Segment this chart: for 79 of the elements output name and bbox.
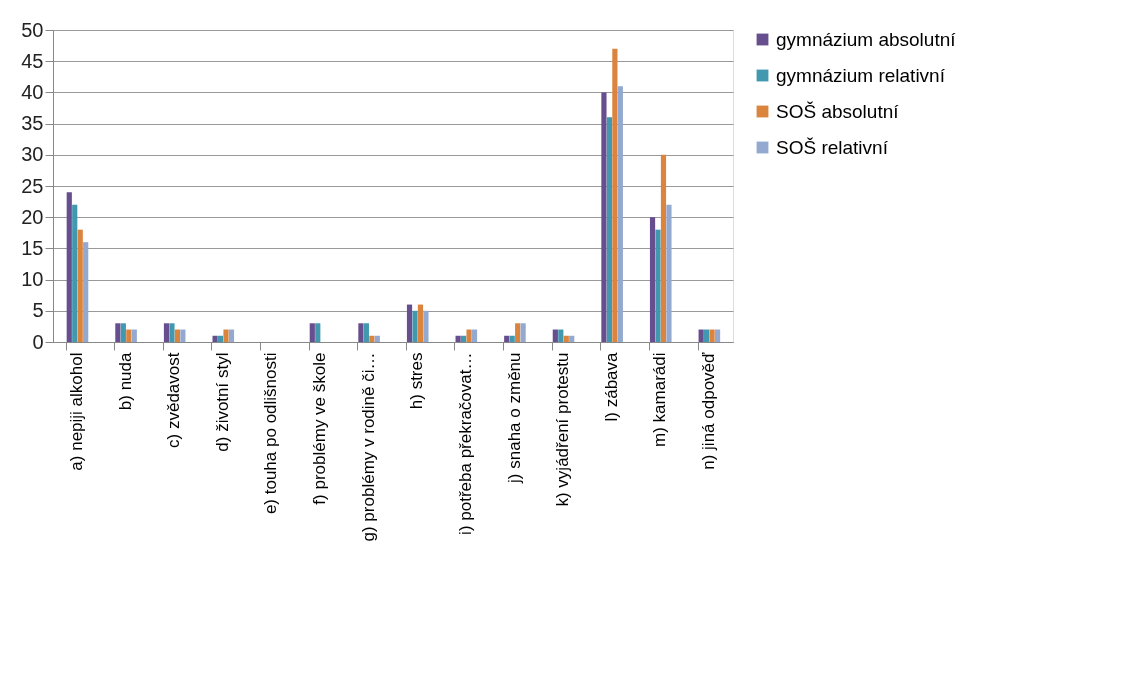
bar <box>228 329 235 342</box>
bar <box>515 323 521 342</box>
bar <box>704 329 710 342</box>
x-tick-label: e) touha po odlišnosti <box>261 352 281 515</box>
x-tick-label: c) zvědavost <box>164 352 184 448</box>
y-tick-label: 0 <box>32 330 44 353</box>
legend-label: SOŠ relativní <box>776 136 889 158</box>
bar <box>174 329 181 342</box>
bar <box>217 335 224 342</box>
bar <box>315 323 321 342</box>
x-tick-label: i) potřeba překračovat… <box>455 352 475 535</box>
bar <box>666 204 672 342</box>
y-tick-label: 10 <box>21 268 44 291</box>
bar <box>83 242 89 342</box>
bar <box>72 204 78 342</box>
bar <box>169 323 175 342</box>
x-tick-label: k) vyjádření protestu <box>553 352 573 507</box>
bar <box>115 323 121 342</box>
x-tick-label: m) kamarádi <box>650 352 670 447</box>
bar <box>612 48 618 342</box>
bar <box>569 335 575 342</box>
bar <box>617 86 623 342</box>
y-tick-label: 40 <box>21 80 44 103</box>
bar <box>558 329 564 342</box>
y-tick-label: 20 <box>21 205 44 228</box>
bar <box>606 117 612 342</box>
bar <box>363 323 369 342</box>
bar <box>66 192 72 342</box>
x-tick-label: f) problémy ve škole <box>310 352 330 505</box>
bar <box>374 335 380 342</box>
bar <box>714 329 721 342</box>
y-tick-label: 5 <box>32 299 44 322</box>
x-tick-label: j) snaha o změnu <box>504 352 524 484</box>
x-tick-label: g) problémy v rodině či… <box>358 352 378 542</box>
bar <box>120 323 126 342</box>
bar <box>520 323 526 342</box>
bar <box>309 323 315 342</box>
legend-label: SOŠ absolutní <box>776 100 900 122</box>
bar <box>509 335 515 342</box>
bar <box>180 329 186 342</box>
x-tick-label: a) nepiji alkohol <box>67 352 87 471</box>
bar <box>655 229 661 342</box>
y-tick-label: 30 <box>21 143 44 166</box>
y-tick-label: 25 <box>21 174 44 197</box>
bar <box>601 92 607 342</box>
x-tick-label: b) nuda <box>115 351 135 411</box>
bar <box>77 229 83 342</box>
bar <box>423 310 429 342</box>
x-tick-label: h) stres <box>407 352 427 410</box>
bar <box>460 335 467 342</box>
y-tick-label: 45 <box>21 49 44 72</box>
bar <box>131 329 137 342</box>
bar <box>455 335 461 342</box>
x-tick-label: n) jiná odpověď <box>698 351 718 470</box>
bar <box>466 329 472 342</box>
x-tick-label: d) životní styl <box>212 352 232 452</box>
bar <box>660 154 667 342</box>
bar <box>563 335 569 342</box>
bar <box>417 304 424 342</box>
y-tick-label: 50 <box>21 18 44 41</box>
bar <box>223 329 229 342</box>
legend-label: gymnázium absolutní <box>776 28 957 50</box>
legend-label: gymnázium relativní <box>776 64 946 86</box>
bar <box>163 323 170 342</box>
bar <box>369 335 375 342</box>
bar <box>412 310 418 342</box>
bar <box>552 329 558 342</box>
bar <box>406 304 413 342</box>
bar <box>649 217 656 342</box>
bar <box>698 329 704 342</box>
bar <box>504 335 510 342</box>
y-tick-label: 35 <box>21 112 44 135</box>
bar <box>358 323 364 342</box>
x-tick-label: l) zábava <box>601 351 621 422</box>
y-tick-label: 15 <box>21 236 44 259</box>
bar <box>471 329 478 342</box>
bar <box>212 335 218 342</box>
bar <box>126 329 132 342</box>
bar <box>709 329 715 342</box>
